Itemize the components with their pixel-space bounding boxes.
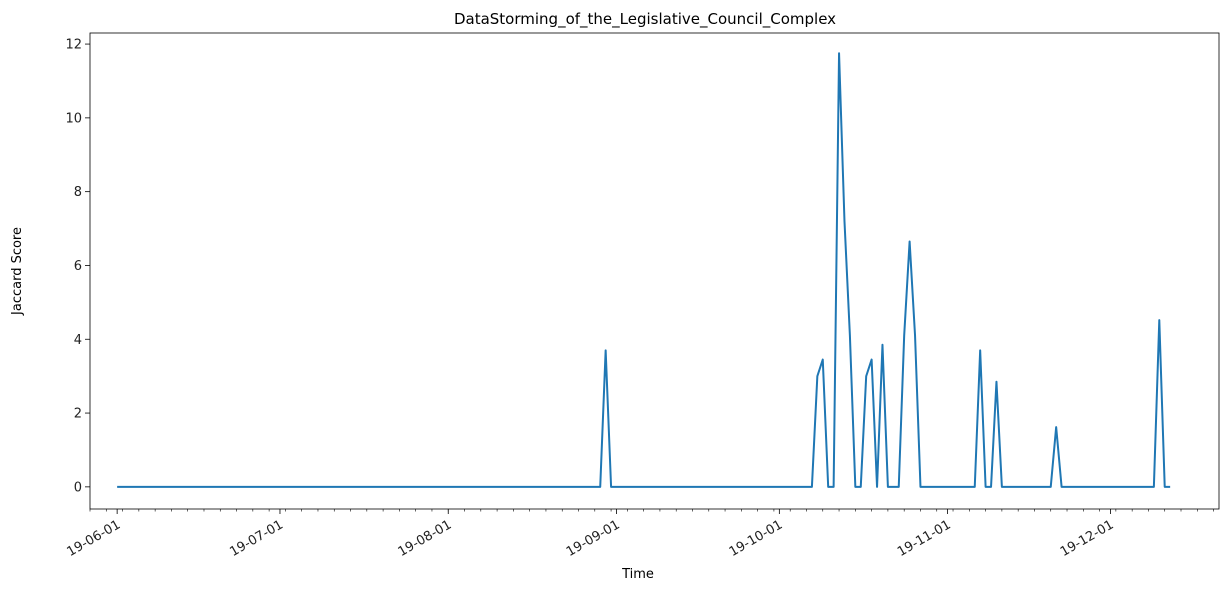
x-tick-label: 19-08-01 <box>396 517 455 559</box>
x-axis-ticks: 19-06-01 19-07-01 19-08-01 19-09-01 19-10-01… <box>65 509 1117 560</box>
y-axis-ticks: 0 2 4 6 8 10 12 <box>65 38 90 495</box>
x-tick-label: 19-06-01 <box>65 517 124 559</box>
x-tick-label: 19-10-01 <box>727 517 786 559</box>
x-tick-label: 19-09-01 <box>564 517 623 559</box>
x-tick-label: 19-07-01 <box>227 517 286 559</box>
y-tick-label: 10 <box>65 111 82 126</box>
y-tick-label: 4 <box>74 333 82 348</box>
x-tick-label: 19-12-01 <box>1058 517 1117 559</box>
y-tick-label: 6 <box>74 259 82 274</box>
chart-title: DataStorming_of_the_Legislative_Council_… <box>454 10 836 29</box>
x-axis-title: Time <box>621 567 654 582</box>
y-tick-label: 8 <box>74 185 82 200</box>
y-tick-label: 12 <box>65 38 82 53</box>
y-tick-label: 2 <box>74 407 82 422</box>
x-tick-label: 19-11-01 <box>895 517 954 559</box>
series-line <box>117 52 1171 488</box>
plot-frame <box>89 32 1220 510</box>
y-axis-title: Jaccard Score <box>10 227 25 316</box>
y-tick-label: 0 <box>74 480 82 495</box>
